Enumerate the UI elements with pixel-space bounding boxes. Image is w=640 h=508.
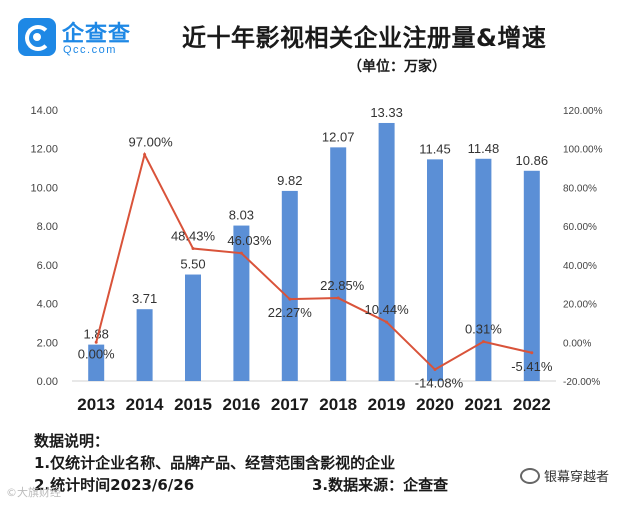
qcc-logo: 企查查 Qcc.com [18,16,168,60]
brand-name: 企查查 [62,22,132,47]
growth-point-2014 [143,153,147,157]
wechat-icon [520,467,540,484]
qcc-logo-icon [18,18,56,56]
bar-value-label: 1.88 [84,327,109,342]
notes-time: 2.统计时间2023/6/26 [34,476,195,494]
bar-2021 [475,158,492,381]
x-tick-label: 2022 [513,395,551,414]
y-left-tick-label: 14.00 [30,105,58,117]
y-right-tick-label: 20.00% [563,300,597,311]
growth-point-2021 [481,340,485,344]
notes-line-2: 2.统计时间2023/6/26 3.数据来源：企查查 [34,474,448,496]
growth-line [95,151,533,371]
growth-point-2015 [191,247,195,251]
y-right-tick-label: 0.00% [563,338,591,349]
growth-value-label: -14.08% [415,376,464,391]
account-name: 银幕穿越者 [544,470,610,485]
bar-2015 [185,274,201,381]
bar-value-label: 12.07 [322,129,355,144]
notes-line-1: 1.仅统计企业名称、品牌产品、经营范围含影视的企业 [34,454,396,472]
growth-value-label: 46.03% [227,233,272,248]
y-right-tick-label: 40.00% [563,261,597,272]
bar-2019 [378,122,395,381]
y-left-tick-label: 2.00 [37,337,58,349]
x-tick-label: 2015 [174,395,212,414]
growth-value-label: 97.00% [129,135,174,150]
watermark: ©大旗财经 [6,486,61,499]
growth-point-2022 [530,351,534,355]
growth-point-2017 [288,297,292,301]
y-left-tick-label: 10.00 [30,182,58,194]
y-right-tick-label: 100.00% [563,145,603,156]
chart-title: 近十年影视相关企业注册量&增速 [182,24,547,52]
bar-2022 [523,170,540,381]
x-tick-label: 2017 [271,395,309,414]
notes-source: 3.数据来源：企查查 [312,476,449,494]
bar-value-label: 9.82 [277,173,302,188]
y-right-tick-label: 80.00% [563,183,597,194]
growth-point-2019 [385,320,389,324]
growth-value-label: 0.00% [78,346,115,361]
wechat-account: 银幕穿越者 [520,466,609,485]
y-left-tick-label: 6.00 [37,260,58,272]
bar-2016 [233,225,250,381]
y-left-tick-label: 0.00 [37,376,58,388]
bar-value-label: 5.50 [180,257,205,272]
y-left-tick-label: 4.00 [37,299,58,311]
growth-value-label: 22.27% [268,305,313,320]
growth-value-label: 48.43% [171,229,216,244]
notes-heading: 数据说明： [34,432,110,450]
bar-2018 [330,147,347,381]
bar-value-label: 10.86 [516,153,549,168]
y-right-tick-label: 60.00% [563,222,597,233]
bar-value-label: 11.45 [419,141,451,156]
x-tick-label: 2016 [222,395,260,414]
y-right-tick-label: 120.00% [563,106,603,117]
x-tick-label: 2020 [416,395,454,414]
x-tick-label: 2018 [319,395,357,414]
data-notes: 数据说明： 1.仅统计企业名称、品牌产品、经营范围含影视的企业 2.统计时间20… [34,430,448,496]
growth-value-label: -5.41% [511,359,553,374]
y-right-tick-label: -20.00% [563,377,600,388]
growth-point-2013 [94,340,98,344]
x-tick-label: 2021 [464,395,502,414]
y-left-tick-label: 8.00 [37,221,58,233]
growth-point-2020 [433,368,437,372]
bar-value-label: 3.71 [132,291,157,306]
y-left-tick-label: 12.00 [30,144,58,156]
chart-unit: （单位：万家） [348,59,446,75]
growth-point-2018 [336,296,340,300]
growth-point-2016 [239,251,243,255]
bar-2014 [136,309,153,381]
growth-value-label: 0.31% [465,322,502,337]
x-tick-label: 2014 [126,395,164,414]
growth-value-label: 10.44% [365,302,410,317]
x-tick-label: 2013 [77,395,115,414]
x-tick-label: 2019 [368,395,406,414]
bar-value-label: 8.03 [229,208,254,223]
bar-2013 [88,344,105,381]
growth-value-label: 22.85% [320,278,365,293]
bar-2017 [281,190,298,381]
brand-domain: Qcc.com [63,44,117,56]
bar-value-label: 11.48 [468,141,500,156]
bar-2020 [427,159,443,381]
bar-value-label: 13.33 [370,105,403,120]
